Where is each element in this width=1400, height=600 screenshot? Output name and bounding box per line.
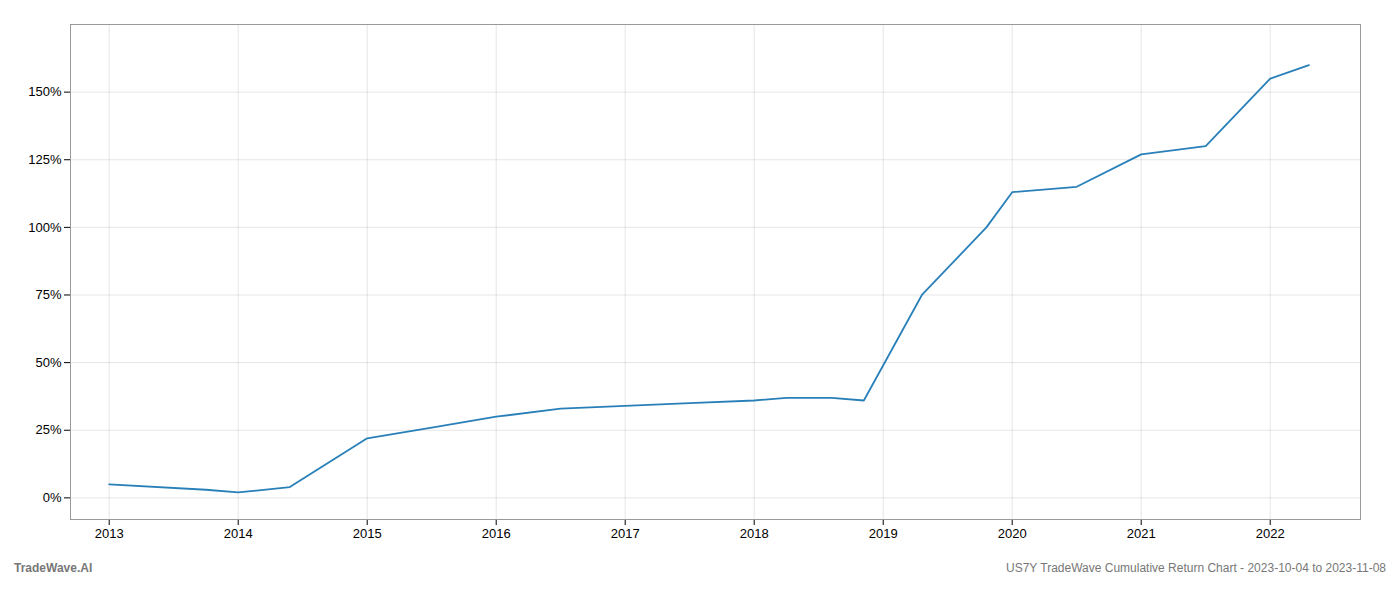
html-text:TradeWave.AI: TradeWave.AI (14, 561, 93, 575)
svg-text:2019: 2019 (869, 526, 898, 541)
svg-text:2020: 2020 (998, 526, 1027, 541)
html-text:US7Y TradeWave Cumulative Retu: US7Y TradeWave Cumulative Return Chart -… (1006, 561, 1386, 575)
svg-text:100%: 100% (28, 220, 62, 235)
svg-text:2021: 2021 (1127, 526, 1156, 541)
svg-text:150%: 150% (28, 84, 62, 99)
svg-text:2018: 2018 (740, 526, 769, 541)
svg-text:75%: 75% (35, 287, 61, 302)
svg-text:0%: 0% (43, 490, 62, 505)
svg-text:2014: 2014 (224, 526, 253, 541)
svg-text:2015: 2015 (353, 526, 382, 541)
svg-text:2022: 2022 (1256, 526, 1285, 541)
svg-text:2016: 2016 (482, 526, 511, 541)
svg-text:2013: 2013 (95, 526, 124, 541)
svg-text:2017: 2017 (611, 526, 640, 541)
svg-text:25%: 25% (35, 422, 61, 437)
svg-text:50%: 50% (35, 355, 61, 370)
svg-text:125%: 125% (28, 152, 62, 167)
